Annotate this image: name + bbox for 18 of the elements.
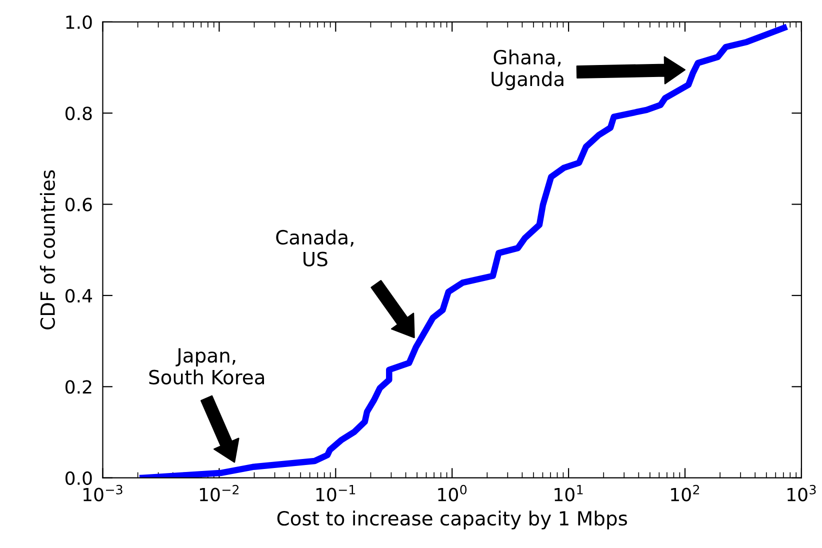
x-tick-label: 10$^{3}$ xyxy=(788,484,816,502)
x-tick-label: 10$^{−2}$ xyxy=(200,484,238,502)
y-axis-title: CDF of countries xyxy=(40,170,55,330)
y-tick-label: 0.6 xyxy=(66,198,92,212)
annotation: Canada, US xyxy=(276,230,354,266)
y-tick-label: 0.4 xyxy=(66,288,92,303)
x-tick-label: 10$^{2}$ xyxy=(671,484,700,502)
x-axis-title: Cost to increase capacity by 1 Mbps xyxy=(277,510,627,530)
x-tick-label: 10$^{−1}$ xyxy=(316,485,356,502)
y-tick-label: 0.2 xyxy=(66,380,92,394)
y-tick-label: 1.0 xyxy=(66,15,92,30)
annotation: Ghana, Uganda xyxy=(492,49,564,90)
x-tick-label: 10$^{−3}$ xyxy=(84,484,122,502)
annotation: Japan, South Korea xyxy=(149,348,264,385)
x-tick-label: 10$^{0}$ xyxy=(438,484,467,502)
y-tick-label: 0.0 xyxy=(66,471,92,485)
y-tick-label: 0.8 xyxy=(66,106,92,120)
x-tick-label: 10$^{1}$ xyxy=(554,485,583,502)
